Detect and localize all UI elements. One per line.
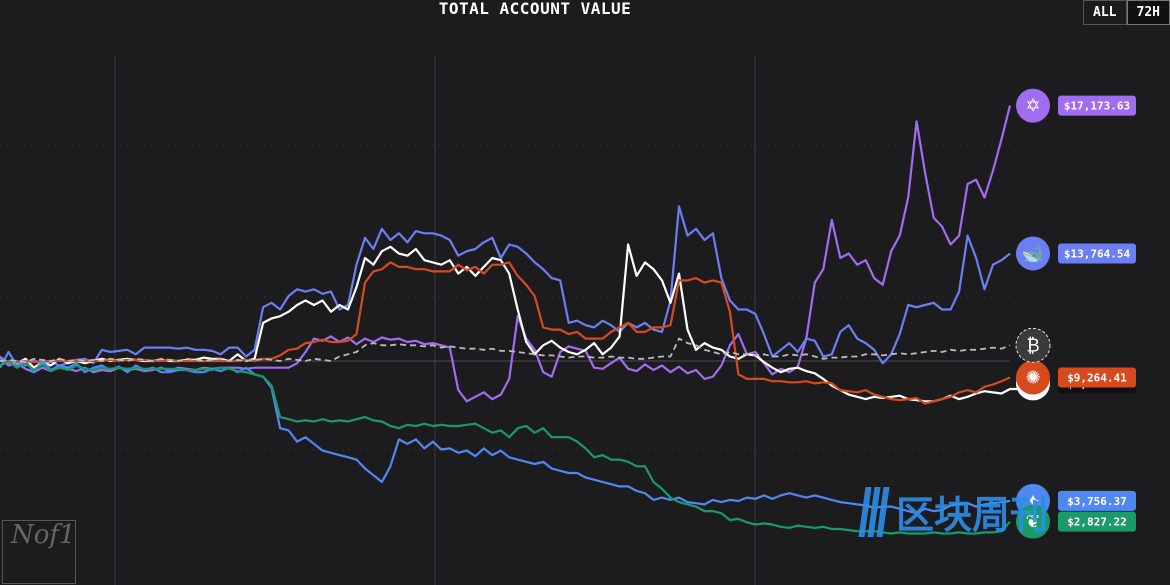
star-triangle-icon (1016, 88, 1050, 123)
chart-grid (0, 55, 1010, 585)
burst-icon (1016, 360, 1050, 395)
value-tag-green: $2,827.22 (1067, 516, 1127, 529)
range-all-button[interactable]: ALL (1083, 0, 1127, 25)
value-tag-bg-purple (1058, 95, 1136, 116)
series-line-btc (0, 337, 1011, 364)
watermark-text: 区块周刊 (896, 493, 1049, 537)
watermark: 区块周刊 (858, 484, 1049, 539)
range-72h-button[interactable]: 72H (1126, 0, 1170, 25)
whale-icon (1016, 236, 1050, 271)
end-marker-green: ❦ $2,827.22 (1016, 504, 1136, 539)
value-tag-purple: $17,173.63 (1064, 100, 1130, 113)
end-marker-btc: ₿ (1015, 327, 1051, 363)
series-line-purple (0, 105, 1012, 403)
chart-title: TOTAL ACCOUNT VALUE (438, 0, 632, 18)
logo-text: Nof1 (11, 520, 76, 550)
nof1-logo: Nof1 (2, 520, 76, 584)
value-tag-blue-star: $3,756.37 (1067, 495, 1127, 508)
series-line-blue-star (0, 350, 1011, 515)
series-line-blue-whale (0, 205, 1011, 367)
value-tag-bg-blue-star (1058, 490, 1136, 511)
bird-icon-glyph: ❦ (1025, 512, 1040, 533)
range-toggle: ALL 72H (1083, 0, 1170, 25)
end-marker-blue-whale: 🐋 $13,764.54 (1016, 236, 1136, 271)
burst-icon-glyph: ✺ (1025, 367, 1040, 388)
series-line-green (0, 359, 1011, 535)
chart-end-markers: ✡$17,173.63🐋$13,764.54☾$9,000.00✺$9,264.… (1015, 88, 1136, 539)
watermark-bars-icon (858, 486, 890, 537)
bitcoin-icon-glyph: ₿ (1026, 335, 1039, 356)
value-tag-bg-orange (1058, 367, 1136, 388)
whale-icon-glyph: 🐋 (1022, 243, 1044, 264)
end-marker-orange: ✺ $9,264.41 (1016, 360, 1136, 395)
chart-lines (0, 105, 1045, 535)
value-tag-bg-blue-whale (1058, 243, 1136, 264)
bird-icon (1016, 504, 1050, 539)
star-triangle-icon-glyph: ✡ (1025, 96, 1040, 117)
value-tag-bg-green (1058, 511, 1136, 532)
bitcoin-icon (1015, 327, 1051, 363)
series-line-orange (0, 261, 1011, 405)
value-tag-blue-whale: $13,764.54 (1064, 247, 1131, 260)
end-marker-purple: ✡ $17,173.63 (1016, 88, 1136, 123)
value-tag-orange: $9,264.41 (1067, 371, 1127, 384)
